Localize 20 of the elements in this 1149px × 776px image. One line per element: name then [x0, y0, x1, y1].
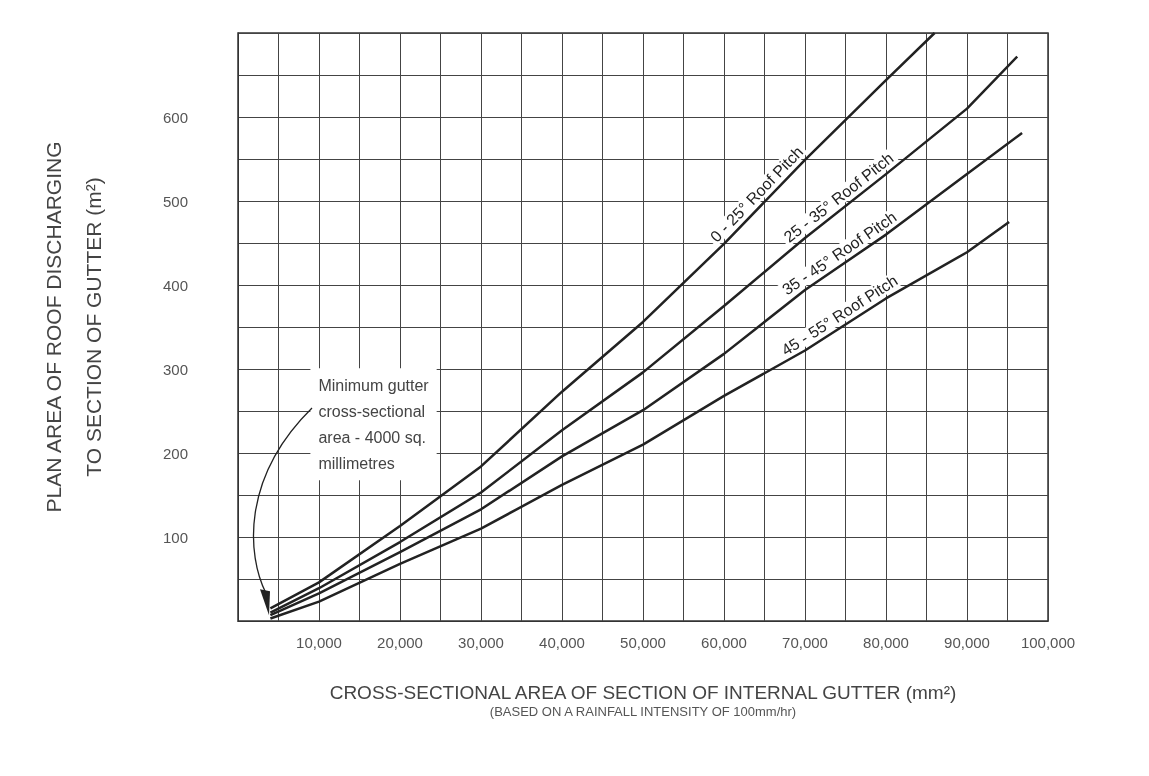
x-tick-label: 80,000 — [863, 634, 909, 651]
y-tick-label: 300 — [162, 360, 188, 378]
x-tick-label: 100,000 — [1020, 634, 1076, 651]
x-tick-label: 60,000 — [701, 634, 747, 651]
annotation: Minimum gutter cross-sectional area - 4000 sq. millimetres — [318, 376, 430, 472]
x-tick-label: 40,000 — [539, 634, 585, 651]
x-tick-label: 30,000 — [458, 634, 504, 651]
x-axis-title: CROSS-SECTIONAL AREA OF SECTION OF INTERNAL GUTTER (mm²) — [329, 682, 957, 703]
y-tick-label: 500 — [162, 192, 188, 210]
x-tick-label: 10,000 — [296, 634, 342, 651]
y-axis-title: PLAN AREA OF ROOF DISCHARGING TO SECTION OF GUTTER (m²) — [41, 141, 105, 513]
x-tick-label: 90,000 — [944, 634, 990, 651]
y-tick-label: 400 — [162, 276, 188, 294]
x-tick-label: 20,000 — [377, 634, 423, 651]
y-tick-label: 200 — [162, 444, 188, 462]
text: (BASED ON A RAINFALL INTENSITY OF 100mm/hr) — [489, 703, 797, 719]
y-tick-label: 600 — [162, 108, 188, 126]
x-tick-label: 50,000 — [620, 634, 666, 651]
x-tick-label: 70,000 — [782, 634, 828, 651]
y-tick-label: 100 — [162, 528, 188, 546]
